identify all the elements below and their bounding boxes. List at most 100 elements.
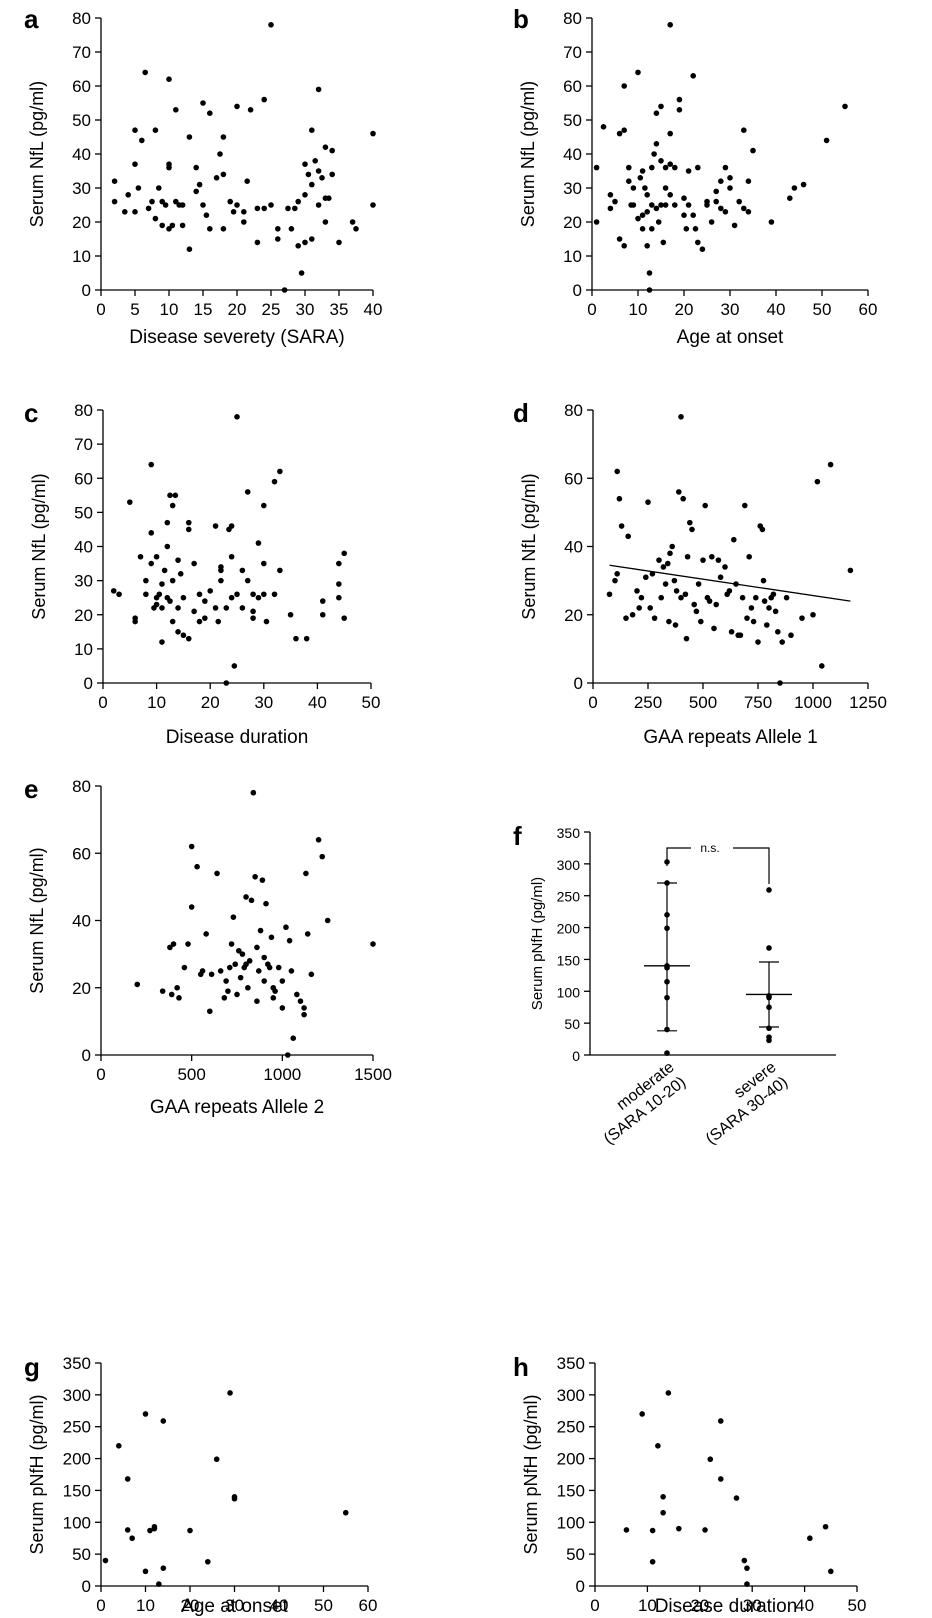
y-tick-label: 80: [563, 9, 582, 28]
data-point: [161, 567, 168, 574]
panel-letter: c: [24, 398, 38, 428]
data-point: [220, 134, 227, 140]
data-point: [814, 478, 821, 485]
data-point: [271, 591, 278, 598]
data-point: [635, 69, 641, 76]
data-point: [231, 1495, 238, 1502]
data-point: [156, 591, 163, 598]
data-point: [692, 226, 699, 232]
data-point: [294, 991, 300, 998]
data-point: [741, 205, 747, 212]
y-tick-label: 40: [72, 912, 91, 931]
y-tick-label: 350: [557, 825, 581, 841]
data-point: [678, 594, 684, 601]
x-tick-label: 0: [96, 300, 105, 319]
y-tick-label: 150: [557, 952, 581, 968]
data-point: [717, 1476, 724, 1482]
data-point: [689, 526, 695, 533]
x-tick-label: 30: [296, 300, 315, 319]
data-point: [223, 605, 230, 611]
data-point: [194, 863, 200, 870]
data-point: [315, 86, 322, 93]
data-point: [616, 236, 623, 242]
y-tick-label: 350: [63, 1354, 91, 1373]
data-point: [753, 594, 759, 601]
y-tick-label: 250: [63, 1418, 91, 1437]
data-point: [298, 270, 305, 276]
data-point: [727, 175, 733, 181]
y-tick-label: 100: [557, 984, 581, 1000]
data-point: [707, 1456, 714, 1463]
data-point: [223, 978, 229, 984]
data-point: [664, 912, 670, 918]
y-tick-label: 350: [557, 1354, 585, 1373]
y-tick-label: 40: [72, 145, 91, 164]
data-point: [261, 978, 268, 984]
x-tick-label: 40: [795, 1596, 814, 1615]
x-tick-label: 50: [362, 693, 381, 712]
data-point: [304, 931, 311, 937]
y-tick-label: 0: [573, 281, 582, 300]
data-point: [800, 181, 807, 188]
data-point: [179, 202, 186, 208]
data-point: [600, 124, 607, 130]
data-point: [681, 212, 687, 218]
data-point: [766, 945, 772, 951]
data-point: [312, 158, 319, 164]
data-point: [180, 594, 187, 601]
data-point: [218, 577, 224, 584]
data-point: [746, 553, 752, 560]
data-point: [647, 605, 653, 611]
data-point: [658, 103, 664, 110]
data-point: [164, 519, 171, 526]
data-point: [185, 941, 191, 947]
data-point: [301, 1005, 307, 1011]
y-tick-label: 60: [564, 469, 583, 488]
panel-letter: g: [24, 1352, 40, 1382]
data-point: [612, 198, 618, 205]
data-point: [672, 622, 679, 628]
data-point: [166, 161, 172, 167]
data-point: [750, 147, 756, 154]
data-point: [160, 1565, 167, 1571]
x-tick-label: 30: [225, 1596, 244, 1615]
data-point: [690, 212, 696, 218]
data-point: [741, 1557, 748, 1564]
data-point: [676, 96, 683, 103]
data-point: [616, 130, 623, 137]
data-point: [662, 581, 669, 587]
data-point: [777, 680, 783, 686]
data-point: [741, 127, 747, 133]
x-tick-label: 15: [194, 300, 213, 319]
y-tick-label: 150: [63, 1481, 91, 1500]
data-point: [329, 171, 336, 178]
data-point: [122, 209, 128, 215]
data-point: [272, 988, 278, 994]
data-point: [143, 591, 149, 598]
data-point: [709, 553, 715, 560]
data-point: [695, 581, 702, 587]
y-tick-label: 40: [563, 145, 582, 164]
y-tick-label: 10: [563, 247, 582, 266]
data-point: [255, 968, 262, 974]
data-point: [745, 209, 752, 215]
data-point: [799, 615, 805, 621]
data-point: [667, 22, 673, 28]
data-point: [646, 270, 653, 276]
data-point: [279, 1005, 286, 1011]
data-point: [643, 574, 649, 581]
data-point: [700, 557, 706, 563]
panel-f: f 0 50 100 150 200 250 300 350 Serum pNfH (pg/ml)…: [513, 821, 836, 1148]
data-point: [621, 243, 627, 249]
x-tick-label: 35: [330, 300, 349, 319]
data-point: [672, 164, 678, 171]
data-point: [244, 577, 251, 584]
data-point: [685, 202, 692, 208]
data-point: [185, 519, 192, 526]
data-point: [639, 168, 646, 174]
data-point: [214, 870, 220, 877]
data-point: [626, 164, 632, 171]
panel-letter: e: [24, 774, 38, 804]
x-tick-label: 0: [587, 300, 596, 319]
data-point: [255, 540, 262, 546]
